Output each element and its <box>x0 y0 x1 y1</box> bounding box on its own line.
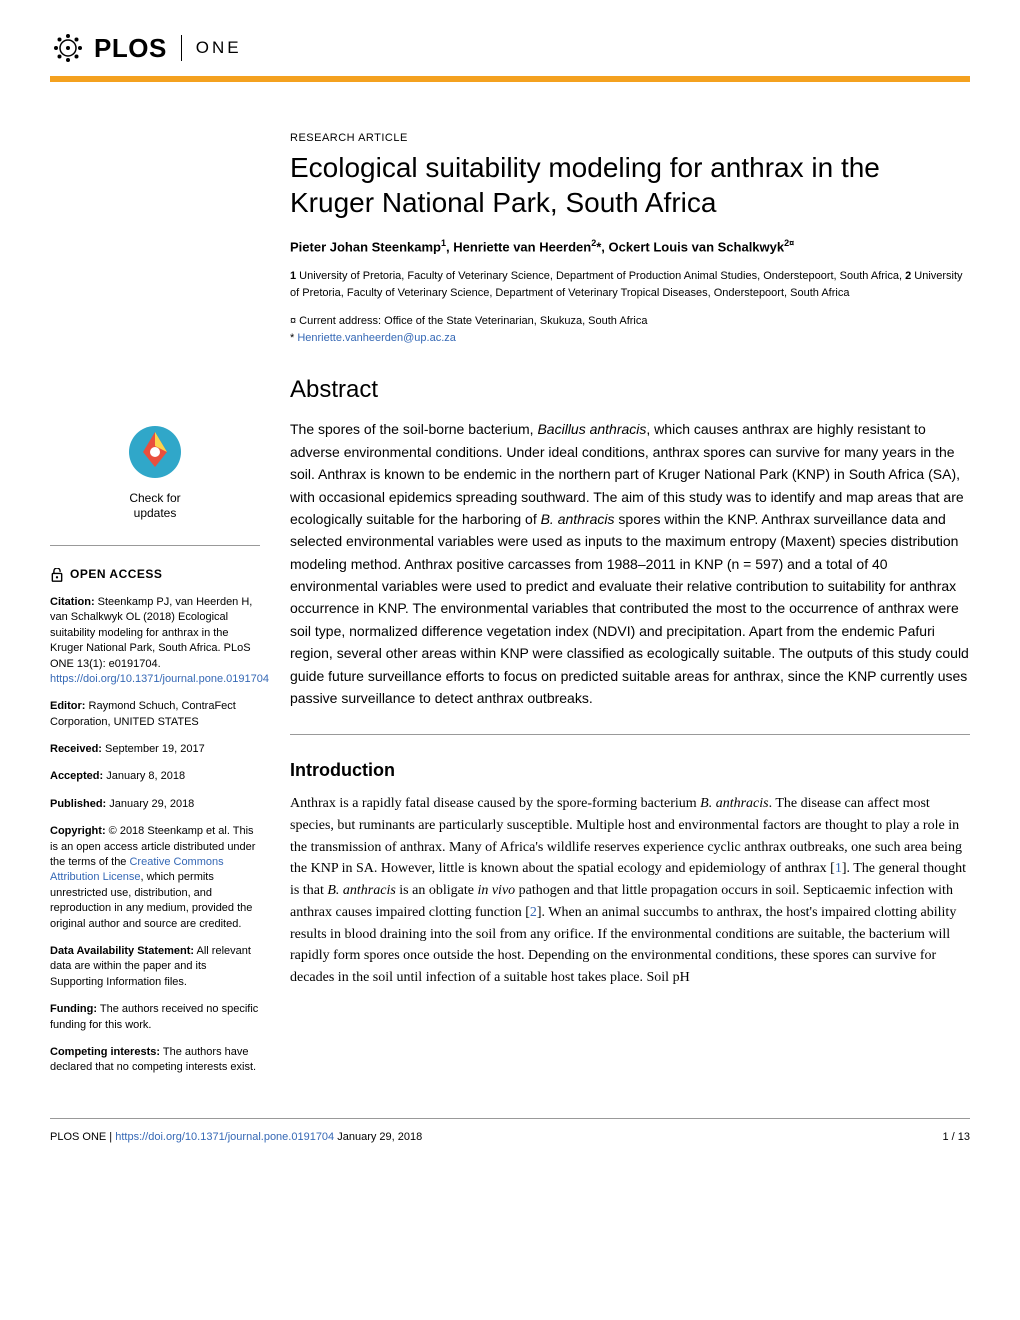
authors: Pieter Johan Steenkamp1, Henriette van H… <box>290 238 970 254</box>
editor-meta: Editor: Raymond Schuch, ContraFect Corpo… <box>50 699 260 730</box>
footer-left: PLOS ONE | https://doi.org/10.1371/journ… <box>50 1131 422 1143</box>
page-footer: PLOS ONE | https://doi.org/10.1371/journ… <box>50 1118 970 1173</box>
received-meta: Received: September 19, 2017 <box>50 742 260 757</box>
data-availability-meta: Data Availability Statement: All relevan… <box>50 944 260 990</box>
affiliations: 1 University of Pretoria, Faculty of Vet… <box>290 268 970 301</box>
accepted-meta: Accepted: January 8, 2018 <box>50 769 260 784</box>
plos-text: PLOS <box>94 33 167 64</box>
competing-interests-meta: Competing interests: The authors have de… <box>50 1045 260 1076</box>
crossmark-icon <box>125 422 185 482</box>
published-meta: Published: January 29, 2018 <box>50 797 260 812</box>
introduction-text: Anthrax is a rapidly fatal disease cause… <box>290 793 970 988</box>
open-access-badge: OPEN ACCESS <box>50 566 260 583</box>
open-access-text: OPEN ACCESS <box>70 566 162 583</box>
doi-link[interactable]: https://doi.org/10.1371/journal.pone.019… <box>50 673 269 685</box>
main-divider <box>290 734 970 735</box>
plos-logo: PLOS ONE <box>50 30 242 66</box>
abstract-text: The spores of the soil-borne bacterium, … <box>290 418 970 709</box>
footer-doi-link[interactable]: https://doi.org/10.1371/journal.pone.019… <box>115 1131 334 1143</box>
main-content: RESEARCH ARTICLE Ecological suitability … <box>290 132 970 1088</box>
plos-icon <box>50 30 86 66</box>
check-updates-widget[interactable]: Check for updates <box>50 422 260 520</box>
corresponding-email-link[interactable]: Henriette.vanheerden@up.ac.za <box>297 332 456 344</box>
author-notes: ¤ Current address: Office of the State V… <box>290 313 970 346</box>
check-updates-label: Check for updates <box>50 491 260 520</box>
introduction-heading: Introduction <box>290 760 970 781</box>
copyright-meta: Copyright: © 2018 Steenkamp et al. This … <box>50 824 260 932</box>
open-access-icon <box>50 568 64 582</box>
article-type: RESEARCH ARTICLE <box>290 132 970 144</box>
sidebar: Check for updates OPEN ACCESS Citation: … <box>50 132 260 1088</box>
one-text: ONE <box>196 38 242 58</box>
content-area: Check for updates OPEN ACCESS Citation: … <box>0 82 1020 1118</box>
article-title: Ecological suitability modeling for anth… <box>290 150 970 220</box>
sidebar-divider <box>50 545 260 546</box>
page-number: 1 / 13 <box>942 1131 970 1143</box>
abstract-heading: Abstract <box>290 376 970 404</box>
citation-meta: Citation: Steenkamp PJ, van Heerden H, v… <box>50 595 260 687</box>
funding-meta: Funding: The authors received no specifi… <box>50 1002 260 1033</box>
page-header: PLOS ONE <box>0 0 1020 76</box>
logo-divider <box>181 35 182 61</box>
